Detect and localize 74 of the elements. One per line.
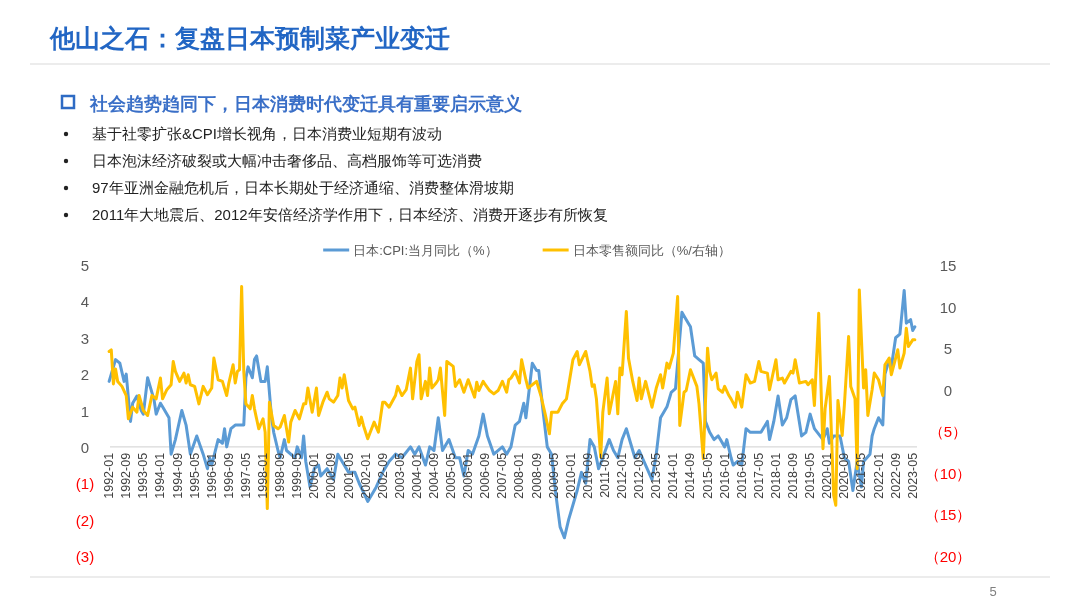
x-tick-label: 2002-09 [375, 452, 390, 499]
y-tick-label: (1) [75, 475, 95, 493]
x-tick-label: 2007-05 [495, 452, 510, 499]
text: 97年亚洲金融危机后，日本长期处于经济通缩、消费整体滑坡期 [92, 179, 514, 196]
y-tick-label: 5 [80, 257, 90, 274]
x-tick-label: 1996-01 [204, 452, 219, 499]
x-tick-label: 2000-09 [324, 452, 339, 499]
x-tick-label: 1996-09 [221, 452, 236, 499]
x-tick-label: 2004-09 [426, 452, 441, 499]
x-tick-label: 2022-01 [871, 452, 886, 499]
x-tick-label: 2012-01 [615, 452, 630, 499]
x-tick-label: 2022-09 [888, 452, 903, 499]
x-tick-label: 2014-01 [666, 452, 681, 499]
y-tick-label: (3) [75, 548, 95, 565]
y2-tick-label: 0 [943, 381, 953, 399]
x-tick-label: 2008-01 [512, 452, 527, 499]
x-tick-label: 2000-01 [307, 452, 322, 499]
x-tick-label: 2018-09 [786, 452, 801, 499]
y-tick-label: 2 [80, 366, 90, 384]
y-tick-label: 3 [80, 329, 90, 347]
x-tick-label: 2010-01 [563, 452, 578, 499]
y2-tick-label: 15 [939, 257, 957, 274]
y2-tick-label: （5） [928, 423, 968, 441]
x-tick-label: 1998-09 [273, 452, 288, 499]
x-tick-label: 2005-05 [444, 452, 459, 499]
x-tick-label: 1997-05 [238, 452, 253, 499]
x-tick-label: 2010-09 [580, 452, 595, 499]
x-tick-label: 2006-09 [478, 452, 493, 499]
x-tick-label: 1992-09 [119, 452, 134, 499]
x-tick-label: 2012-09 [632, 452, 647, 499]
text: 2011年大地震后、2012年安倍经济学作用下，日本经济、消费开逐步有所恢复 [92, 206, 608, 223]
y2-tick-label: （15） [924, 506, 972, 524]
x-tick-label: 2015-05 [700, 452, 715, 499]
x-tick-label: 2003-05 [392, 452, 407, 499]
x-tick-label: 2023-05 [905, 452, 920, 499]
text: 5 [989, 584, 997, 599]
legend-label: 日本零售额同比（%/右轴） [572, 243, 731, 258]
x-tick-label: 2001-05 [341, 452, 356, 499]
y2-tick-label: 5 [943, 340, 953, 358]
x-tick-label: 1993-05 [136, 452, 151, 499]
chart-subtitle: 社会趋势趋同下，日本消费时代变迁具有重要启示意义 [89, 94, 522, 114]
x-tick-label: 2004-01 [409, 452, 424, 499]
x-tick-label: 1992-01 [102, 452, 117, 499]
text: 基于社零扩张&CPI增长视角，日本消费业短期有波动 [92, 125, 443, 142]
x-tick-label: 2016-01 [717, 452, 732, 499]
x-tick-label: 1998-01 [256, 452, 271, 499]
y2-tick-label: 10 [939, 298, 957, 316]
x-tick-label: 2006-01 [461, 452, 476, 499]
x-tick-label: 2011-05 [597, 452, 612, 498]
x-tick-label: 2014-09 [683, 452, 698, 499]
x-tick-label: 2019-05 [803, 452, 818, 499]
x-tick-label: 2020-01 [820, 452, 835, 499]
y-tick-label: (2) [75, 511, 95, 529]
x-tick-label: 2008-09 [529, 452, 544, 499]
y-tick-label: 4 [80, 293, 90, 311]
chart-title: 他山之石：复盘日本预制菜产业变迁 [49, 24, 450, 52]
x-tick-label: 2020-09 [837, 452, 852, 499]
x-tick-label: 2016-09 [734, 452, 749, 499]
x-tick-label: 2009-05 [546, 452, 561, 499]
y-tick-label: 0 [80, 438, 90, 456]
y-tick-label: 1 [80, 402, 90, 420]
x-tick-label: 1994-01 [153, 452, 168, 499]
x-tick-label: 2002-01 [358, 452, 373, 499]
text: 日本泡沫经济破裂或大幅冲击奢侈品、高档服饰等可选消费 [92, 152, 482, 169]
x-tick-label: 1994-09 [170, 452, 185, 499]
y2-tick-label: （10） [924, 464, 972, 482]
x-tick-label: 2021-05 [854, 452, 869, 499]
x-tick-label: 2013-05 [649, 452, 664, 499]
x-tick-label: 2017-05 [751, 452, 766, 499]
x-tick-label: 1999-05 [290, 452, 305, 499]
x-tick-label: 1995-05 [187, 452, 202, 499]
y2-tick-label: （20） [924, 548, 972, 565]
legend-label: 日本:CPI:当月同比（%） [353, 243, 498, 258]
x-tick-label: 2018-01 [768, 452, 783, 499]
